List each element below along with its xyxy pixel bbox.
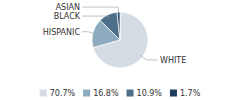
legend-label: 70.7% <box>50 89 76 98</box>
chart: WHITE HISPANIC BLACKASIAN 70.7% 16.8% 10.9% 1.… <box>0 0 240 100</box>
legend-swatch <box>127 90 134 97</box>
legend-item: 1.7% <box>170 89 201 98</box>
legend-swatch <box>40 90 47 97</box>
category-label: BLACK <box>54 12 81 21</box>
category-label: ASIAN <box>56 3 80 12</box>
pie-slice <box>117 12 120 40</box>
leader-line <box>82 16 109 17</box>
legend-item: 10.9% <box>127 89 163 98</box>
legend-label: 10.9% <box>137 89 163 98</box>
legend-swatch <box>170 90 177 97</box>
leader-line <box>82 32 96 34</box>
labels: WHITE HISPANIC BLACKASIAN <box>43 3 186 65</box>
legend-item: 16.8% <box>83 89 119 98</box>
legend-label: 1.7% <box>180 89 201 98</box>
category-label: HISPANIC <box>43 28 81 37</box>
legend-label: 16.8% <box>93 89 119 98</box>
leader-line <box>140 55 158 60</box>
legend-item: 70.7% <box>40 89 76 98</box>
legend-swatch <box>83 90 90 97</box>
legend: 70.7% 16.8% 10.9% 1.7% <box>40 89 201 98</box>
leader-line <box>82 7 119 15</box>
pie <box>92 12 148 68</box>
category-label: WHITE <box>160 56 186 65</box>
